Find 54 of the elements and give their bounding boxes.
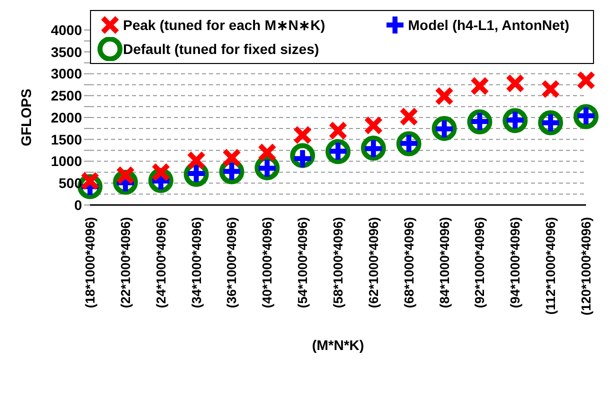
x-tick-label: (120*1000*4096) xyxy=(578,217,594,316)
point xyxy=(432,116,457,141)
y-tick-label: 2500 xyxy=(50,88,82,104)
y-tick-label: 1000 xyxy=(50,153,82,170)
x-tick-label: (34*1000*4096) xyxy=(188,217,204,308)
legend-label: Model (h4-L1, AntonNet) xyxy=(408,17,570,33)
point xyxy=(294,126,312,144)
point xyxy=(254,155,280,180)
x-tick-label: (84*1000*4096) xyxy=(436,217,452,308)
y-tick-label: 0 xyxy=(74,196,82,213)
x-tick-label: (18*1000*4096) xyxy=(82,217,98,308)
point xyxy=(502,108,528,134)
x-axis-title: (M*N*K) xyxy=(312,337,364,353)
point xyxy=(258,144,276,162)
x-tick-label: (62*1000*4096) xyxy=(366,217,381,308)
legend-label: Default (tuned for fixed sizes) xyxy=(123,41,320,57)
x-tick-label: (58*1000*4096) xyxy=(330,217,346,308)
point xyxy=(506,74,524,92)
y-tick-label: 1500 xyxy=(50,131,82,148)
point xyxy=(184,162,209,187)
point xyxy=(400,108,418,126)
point xyxy=(290,143,316,168)
x-tick-label: (68*1000*4096) xyxy=(401,217,416,308)
point xyxy=(542,80,560,98)
point xyxy=(219,159,244,184)
x-tick-label: (40*1000*4096) xyxy=(260,217,275,308)
x-tick-label: (94*1000*4096) xyxy=(508,217,523,308)
point xyxy=(222,148,241,167)
point xyxy=(467,109,492,134)
y-tick-label: 2000 xyxy=(50,109,82,126)
y-tick-label: 4000 xyxy=(50,22,82,38)
point xyxy=(326,139,350,164)
x-tick-label: (54*1000*4096) xyxy=(295,217,310,308)
point xyxy=(364,116,382,134)
x-tick-label: (22*1000*4096) xyxy=(118,217,133,308)
point xyxy=(360,136,386,161)
x-tick-label: (112*1000*4096) xyxy=(543,217,558,315)
point xyxy=(112,170,138,195)
y-tick-label: 3500 xyxy=(50,44,82,60)
point xyxy=(396,131,422,156)
y-axis-title: GFLOPS xyxy=(18,88,34,146)
x-tick-label: (24*1000*4096) xyxy=(153,217,168,308)
point xyxy=(435,87,454,105)
y-tick-label: 3000 xyxy=(50,66,82,82)
point xyxy=(470,77,489,95)
point xyxy=(148,168,174,193)
point xyxy=(187,152,206,170)
point xyxy=(577,71,595,90)
point xyxy=(574,104,598,130)
point xyxy=(538,110,564,136)
legend-label: Peak (tuned for each M∗N∗K) xyxy=(123,17,326,33)
x-tick-label: (92*1000*4096) xyxy=(472,217,488,308)
point xyxy=(329,122,347,140)
x-tick-label: (36*1000*4096) xyxy=(224,217,240,308)
